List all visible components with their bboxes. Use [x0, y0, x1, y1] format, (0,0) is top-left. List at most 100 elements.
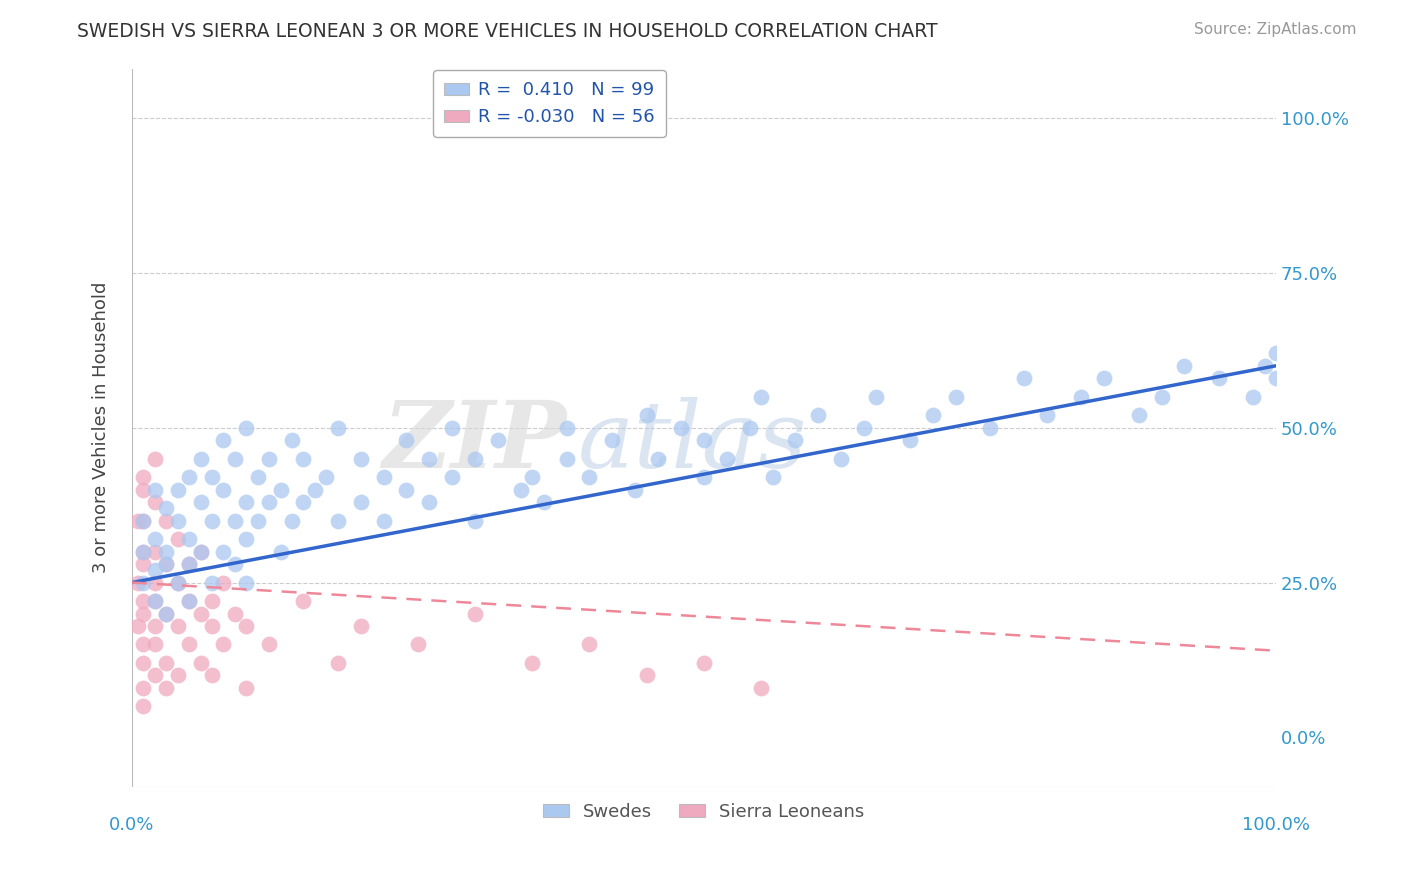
Point [212, 638, 235, 652]
Point [418, 451, 440, 466]
Point [1070, 390, 1092, 404]
Point [636, 409, 658, 423]
Text: ZIP: ZIP [382, 397, 567, 487]
Point [292, 495, 315, 509]
Point [212, 575, 235, 590]
Point [155, 607, 177, 621]
Point [190, 451, 212, 466]
Point [555, 451, 578, 466]
Point [373, 470, 395, 484]
Point [647, 451, 669, 466]
Point [143, 619, 166, 633]
Point [693, 433, 716, 447]
Point [350, 619, 373, 633]
Point [326, 514, 349, 528]
Point [395, 433, 418, 447]
Point [143, 451, 166, 466]
Point [1241, 390, 1264, 404]
Point [166, 575, 188, 590]
Point [464, 514, 486, 528]
Point [155, 544, 177, 558]
Point [1150, 390, 1173, 404]
Point [281, 433, 304, 447]
Point [785, 433, 807, 447]
Point [865, 390, 887, 404]
Text: Source: ZipAtlas.com: Source: ZipAtlas.com [1194, 22, 1357, 37]
Point [166, 575, 188, 590]
Point [270, 544, 292, 558]
Point [898, 433, 921, 447]
Text: SWEDISH VS SIERRA LEONEAN 3 OR MORE VEHICLES IN HOUSEHOLD CORRELATION CHART: SWEDISH VS SIERRA LEONEAN 3 OR MORE VEHI… [77, 22, 938, 41]
Point [143, 638, 166, 652]
Point [235, 681, 257, 695]
Point [853, 421, 876, 435]
Point [201, 668, 224, 682]
Point [212, 483, 235, 497]
Point [522, 656, 544, 670]
Point [246, 514, 269, 528]
Text: atlas: atlas [578, 397, 807, 487]
Point [127, 514, 149, 528]
Point [235, 619, 257, 633]
Point [418, 495, 440, 509]
Point [190, 656, 212, 670]
Point [132, 656, 155, 670]
Point [201, 575, 224, 590]
Point [326, 656, 349, 670]
Point [143, 544, 166, 558]
Point [464, 607, 486, 621]
Point [326, 421, 349, 435]
Point [292, 451, 315, 466]
Point [155, 656, 177, 670]
Point [127, 575, 149, 590]
Point [155, 681, 177, 695]
Point [132, 470, 155, 484]
Point [143, 594, 166, 608]
Y-axis label: 3 or more Vehicles in Household: 3 or more Vehicles in Household [93, 282, 110, 574]
Point [235, 421, 257, 435]
Point [555, 421, 578, 435]
Point [190, 607, 212, 621]
Point [155, 501, 177, 516]
Point [257, 451, 280, 466]
Point [578, 638, 600, 652]
Point [155, 607, 177, 621]
Point [212, 433, 235, 447]
Point [406, 638, 429, 652]
Point [350, 495, 373, 509]
Point [127, 619, 149, 633]
Point [132, 575, 155, 590]
Text: 100.0%: 100.0% [1241, 815, 1310, 834]
Point [143, 668, 166, 682]
Point [143, 495, 166, 509]
Point [522, 470, 544, 484]
Point [132, 699, 155, 714]
Point [166, 619, 188, 633]
Point [224, 557, 246, 571]
Point [716, 451, 738, 466]
Point [132, 544, 155, 558]
Point [235, 495, 257, 509]
Point [246, 470, 269, 484]
Point [624, 483, 647, 497]
Point [350, 451, 373, 466]
Point [235, 575, 257, 590]
Point [166, 668, 188, 682]
Point [1092, 371, 1115, 385]
Point [132, 514, 155, 528]
Point [177, 638, 200, 652]
Point [235, 532, 257, 546]
Point [257, 495, 280, 509]
Point [1265, 371, 1288, 385]
Point [177, 532, 200, 546]
Point [177, 557, 200, 571]
Point [464, 451, 486, 466]
Point [132, 607, 155, 621]
Point [224, 451, 246, 466]
Point [1173, 359, 1195, 373]
Point [132, 544, 155, 558]
Point [281, 514, 304, 528]
Point [155, 514, 177, 528]
Point [132, 483, 155, 497]
Point [636, 668, 658, 682]
